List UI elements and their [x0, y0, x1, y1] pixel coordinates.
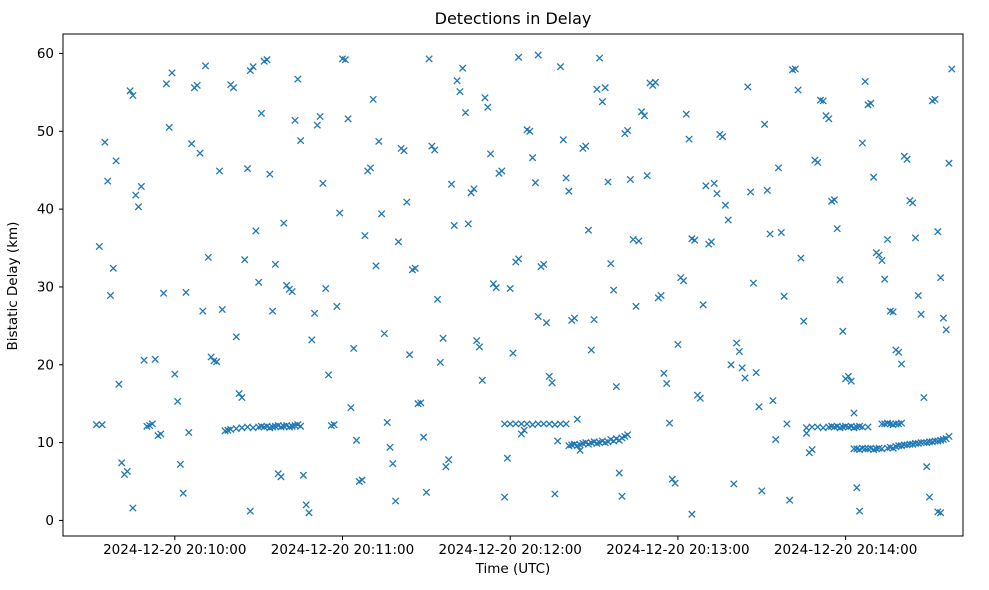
scatter-markers — [92, 51, 956, 518]
y-axis-label: Bistatic Delay (km) — [5, 221, 21, 351]
x-tick-label: 2024-12-20 20:10:00 — [103, 542, 246, 558]
x-tick-label: 2024-12-20 20:11:00 — [271, 542, 414, 558]
x-axis-label: Time (UTC) — [475, 561, 551, 577]
plot-area — [62, 33, 964, 537]
x-tick-label: 2024-12-20 20:14:00 — [774, 542, 917, 558]
y-tick-label: 30 — [37, 280, 54, 296]
y-tick-label: 0 — [45, 513, 54, 529]
y-tick-label: 40 — [37, 202, 54, 218]
x-tick-label: 2024-12-20 20:12:00 — [439, 542, 582, 558]
y-tick-label: 10 — [37, 435, 54, 451]
y-tick-label: 50 — [37, 124, 54, 140]
chart-title: Detections in Delay — [434, 9, 592, 28]
y-tick-label: 60 — [37, 46, 54, 62]
x-tick-label: 2024-12-20 20:13:00 — [606, 542, 749, 558]
y-tick-label: 20 — [37, 357, 54, 373]
